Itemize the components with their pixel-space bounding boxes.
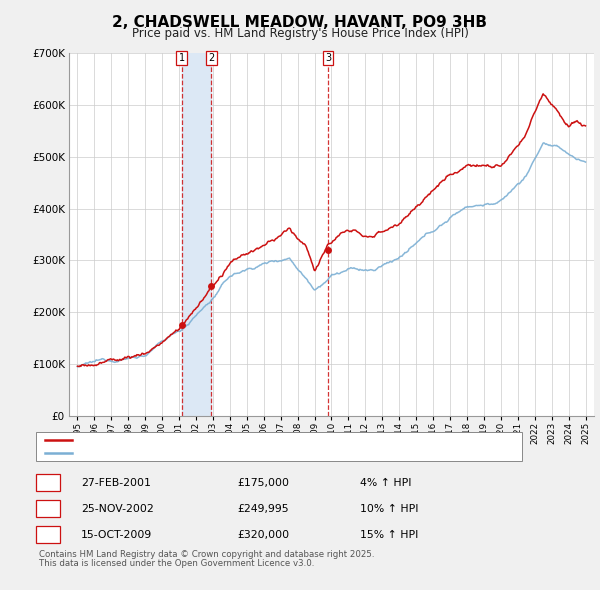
Text: 25-NOV-2002: 25-NOV-2002 — [81, 504, 154, 513]
Text: 4% ↑ HPI: 4% ↑ HPI — [360, 478, 412, 487]
Text: 2, CHADSWELL MEADOW, HAVANT, PO9 3HB (detached house): 2, CHADSWELL MEADOW, HAVANT, PO9 3HB (de… — [78, 435, 375, 445]
Text: Price paid vs. HM Land Registry's House Price Index (HPI): Price paid vs. HM Land Registry's House … — [131, 27, 469, 40]
Text: HPI: Average price, detached house, Havant: HPI: Average price, detached house, Hava… — [78, 448, 288, 458]
Text: £320,000: £320,000 — [237, 530, 289, 539]
Text: 2: 2 — [44, 504, 52, 513]
Bar — [182, 53, 211, 416]
Text: 2: 2 — [208, 53, 214, 63]
Text: £249,995: £249,995 — [237, 504, 289, 513]
Text: Contains HM Land Registry data © Crown copyright and database right 2025.: Contains HM Land Registry data © Crown c… — [39, 550, 374, 559]
Text: £175,000: £175,000 — [237, 478, 289, 487]
Text: 3: 3 — [325, 53, 331, 63]
Text: 10% ↑ HPI: 10% ↑ HPI — [360, 504, 419, 513]
Text: 15% ↑ HPI: 15% ↑ HPI — [360, 530, 418, 539]
Text: 2, CHADSWELL MEADOW, HAVANT, PO9 3HB: 2, CHADSWELL MEADOW, HAVANT, PO9 3HB — [113, 15, 487, 30]
Text: 27-FEB-2001: 27-FEB-2001 — [81, 478, 151, 487]
Text: 1: 1 — [179, 53, 185, 63]
Text: 3: 3 — [44, 530, 52, 539]
Text: 15-OCT-2009: 15-OCT-2009 — [81, 530, 152, 539]
Text: This data is licensed under the Open Government Licence v3.0.: This data is licensed under the Open Gov… — [39, 559, 314, 568]
Text: 1: 1 — [44, 478, 52, 487]
